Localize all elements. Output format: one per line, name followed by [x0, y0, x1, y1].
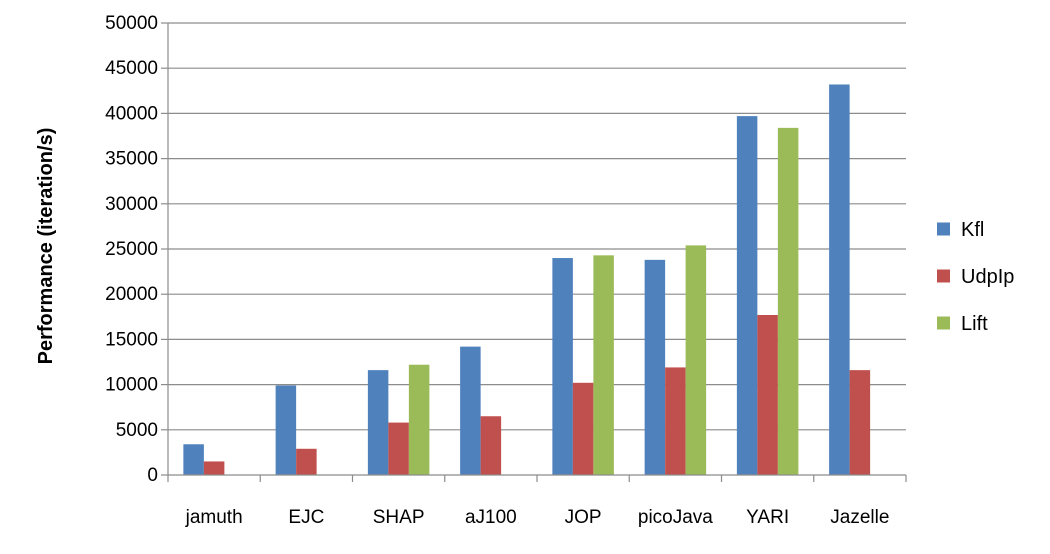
y-tick-label: 50000 — [105, 13, 158, 34]
bar-lift-yari — [777, 127, 799, 475]
x-tick-label: jamuth — [185, 507, 243, 528]
bar-udpip-ejc — [296, 448, 317, 475]
legend-label-kfl: Kfl — [961, 219, 984, 241]
legend-label-udpip: UdpIp — [961, 266, 1014, 288]
bar-udpip-yari — [757, 314, 778, 475]
axes — [161, 22, 907, 482]
y-tick-label: 45000 — [105, 58, 158, 79]
bar-kfl-ejc — [275, 385, 297, 475]
x-tick-label: JOP — [565, 507, 602, 528]
legend-label-lift: Lift — [961, 313, 988, 335]
y-tick-label: 35000 — [105, 149, 158, 170]
bar-lift-picojava — [685, 245, 707, 475]
bar-udpip-picojava — [665, 367, 686, 475]
bar-kfl-yari — [736, 116, 758, 475]
bar-kfl-picojava — [644, 259, 666, 475]
bars — [183, 84, 871, 476]
x-tick-label: YARI — [746, 507, 789, 528]
bar-kfl-aj100 — [460, 346, 481, 475]
y-tick-label: 30000 — [105, 194, 158, 215]
y-tick-label: 10000 — [105, 375, 158, 396]
x-tick-label: SHAP — [373, 507, 425, 528]
y-tick-label: 20000 — [105, 284, 158, 305]
x-tick-label: Jazelle — [830, 507, 889, 528]
y-tick-label: 25000 — [105, 239, 158, 260]
x-tick-label: aJ100 — [465, 507, 517, 528]
bar-lift-jop — [593, 255, 614, 475]
x-tick-label: picoJava — [638, 507, 713, 528]
bar-kfl-jop — [552, 258, 573, 475]
y-tick-label: 0 — [147, 465, 158, 486]
y-tick-labels: 0 5000 10000 15000 20000 25000 30000 35000 40000… — [105, 13, 158, 486]
legend-swatch-udpip — [937, 269, 950, 283]
y-tick-label: 5000 — [116, 420, 158, 441]
gridlines — [168, 22, 906, 431]
y-tick-label: 15000 — [105, 329, 158, 350]
x-tick-labels: jamuth EJC SHAP aJ100 JOP picoJava YARI Jazelle — [185, 507, 890, 528]
y-tick-label: 40000 — [105, 103, 158, 124]
bar-udpip-jazelle — [849, 370, 871, 475]
bar-udpip-jamuth — [203, 461, 225, 475]
legend-swatch-kfl — [937, 222, 950, 236]
bar-udpip-jop — [572, 382, 594, 475]
bar-lift-shap — [408, 364, 430, 475]
bar-udpip-aj100 — [480, 416, 502, 475]
bar-kfl-jazelle — [829, 84, 850, 476]
y-axis-title: Performance (iteration/s) — [35, 128, 57, 365]
bar-udpip-shap — [388, 422, 409, 475]
legend: Kfl UdpIp Lift — [937, 219, 1014, 335]
legend-swatch-lift — [937, 316, 950, 330]
bar-kfl-shap — [367, 370, 389, 475]
bar-kfl-jamuth — [183, 444, 204, 475]
x-tick-label: EJC — [288, 507, 324, 528]
